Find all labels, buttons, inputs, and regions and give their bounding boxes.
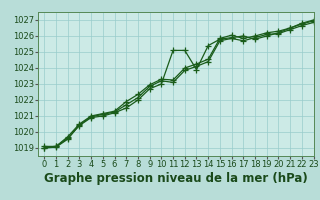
X-axis label: Graphe pression niveau de la mer (hPa): Graphe pression niveau de la mer (hPa) — [44, 172, 308, 185]
